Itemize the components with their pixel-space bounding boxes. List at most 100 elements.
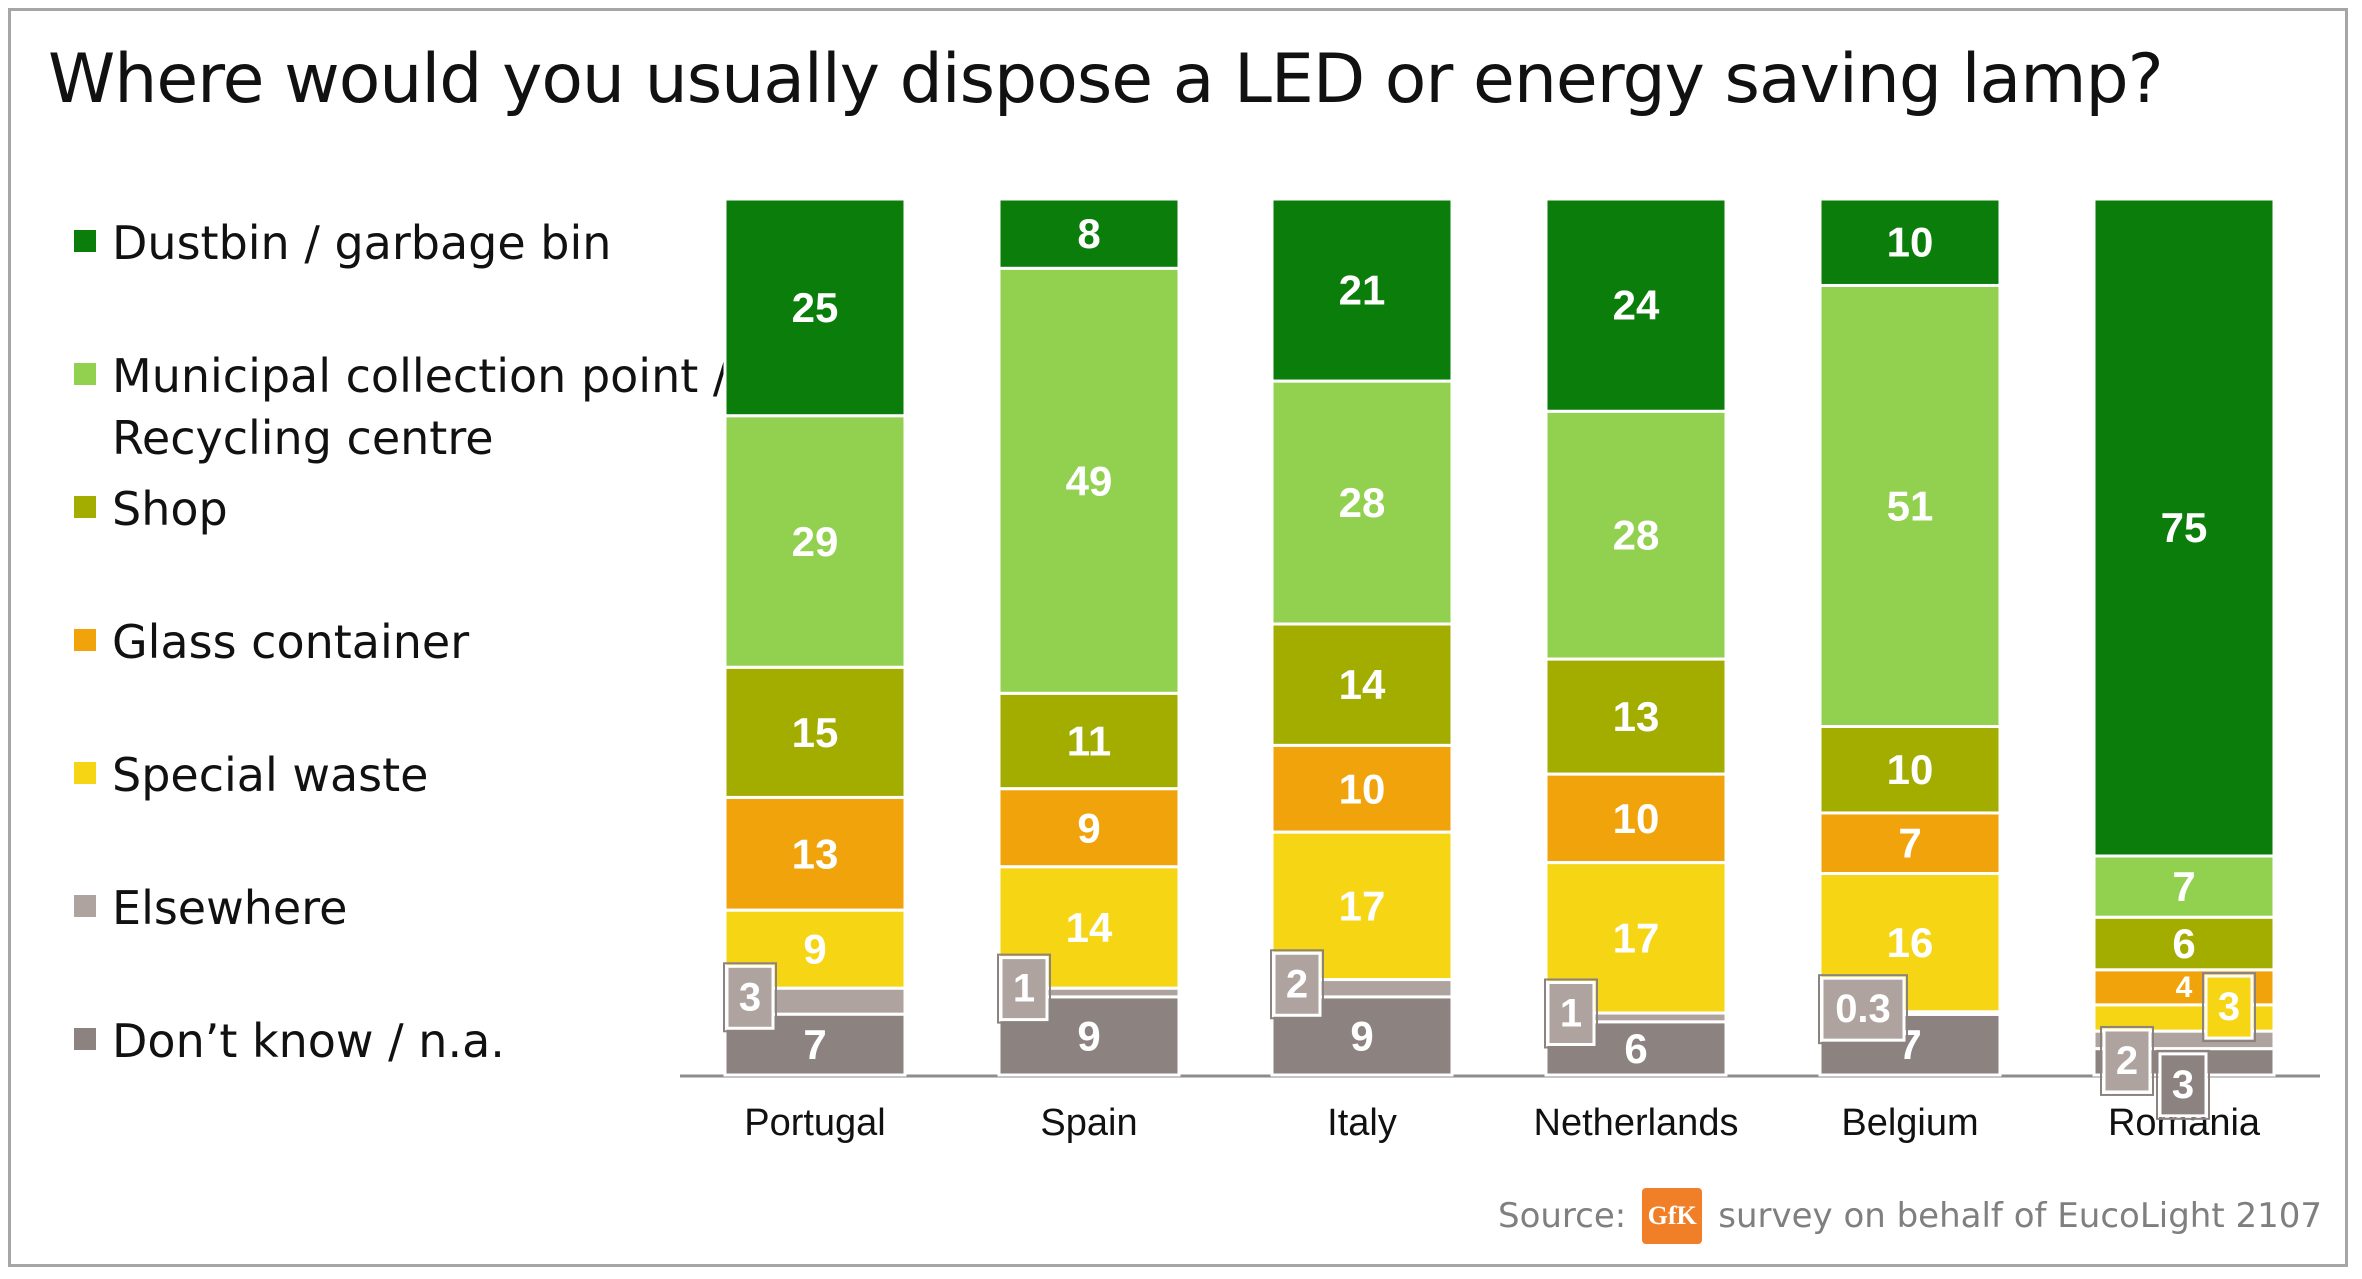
bar-segment-dustbin-netherlands: [1544, 197, 1728, 413]
value-label-glass-spain: 9: [1077, 804, 1100, 851]
legend-swatch-special: [74, 762, 96, 784]
callout-border-elsewhere-romania: [2100, 1025, 2154, 1096]
value-label-dontknow-portugal: 7: [803, 1021, 826, 1068]
value-label-glass-netherlands: 10: [1613, 795, 1660, 842]
value-label-dontknow-spain: 9: [1077, 1012, 1100, 1059]
value-label-municipal-romania: 7: [2172, 863, 2195, 910]
callout-box-elsewhere-spain: [999, 956, 1049, 1022]
legend-label-glass: Glass container: [112, 615, 470, 669]
value-label-dustbin-italy: 21: [1339, 267, 1386, 314]
legend-label-special: Special waste: [112, 748, 429, 802]
bar-segment-municipal-italy: [1270, 379, 1454, 626]
value-label-shop-romania: 6: [2172, 920, 2195, 967]
bar-segment-glass-spain: [997, 787, 1181, 869]
value-label-elsewhere-netherlands: 1: [1560, 991, 1582, 1035]
callout-border-elsewhere-belgium: [1818, 974, 1908, 1045]
callout-border-dontknow-romania: [2156, 1049, 2210, 1120]
value-label-municipal-italy: 28: [1339, 479, 1386, 526]
value-label-dustbin-spain: 8: [1077, 210, 1100, 257]
value-label-special-portugal: 9: [803, 926, 826, 973]
value-label-dustbin-netherlands: 24: [1613, 282, 1660, 329]
value-label-dustbin-romania: 75: [2161, 504, 2208, 551]
value-label-municipal-spain: 49: [1066, 457, 1113, 504]
legend-swatch-dustbin: [74, 230, 96, 252]
bar-segment-shop-romania: [2092, 915, 2276, 972]
value-label-municipal-portugal: 29: [792, 518, 839, 565]
value-label-dustbin-belgium: 10: [1887, 219, 1934, 266]
gfk-logo: GfK: [1642, 1188, 1703, 1244]
legend-swatch-elsewhere: [74, 895, 96, 917]
callout-box-dontknow-romania: [2158, 1052, 2208, 1118]
callout-box-elsewhere-netherlands: [1546, 980, 1596, 1046]
value-label-special-italy: 17: [1339, 882, 1386, 929]
legend-item-elsewhere: Elsewhere: [74, 877, 712, 939]
callout-border-special-romania: [2202, 972, 2256, 1043]
callout-box-elsewhere-belgium: [1820, 976, 1906, 1042]
value-label-glass-portugal: 13: [792, 830, 839, 877]
x-tick-label-italy: Italy: [1327, 1102, 1397, 1144]
callout-border-elsewhere-spain: [997, 953, 1051, 1024]
legend-item-shop: Shop: [74, 478, 712, 540]
value-label-elsewhere-italy: 2: [1286, 962, 1308, 1006]
callout-border-elsewhere-netherlands: [1544, 978, 1598, 1049]
legend-item-dustbin: Dustbin / garbage bin: [74, 212, 712, 274]
value-label-dontknow-italy: 9: [1350, 1012, 1373, 1059]
callout-box-elsewhere-italy: [1272, 951, 1322, 1017]
bar-segment-dustbin-romania: [2092, 197, 2276, 858]
bar-segment-municipal-netherlands: [1544, 409, 1728, 661]
value-label-shop-netherlands: 13: [1613, 693, 1660, 740]
value-label-special-netherlands: 17: [1613, 914, 1660, 961]
bar-segment-dustbin-portugal: [723, 197, 907, 418]
value-label-municipal-netherlands: 28: [1613, 512, 1660, 559]
value-label-special-spain: 14: [1066, 904, 1113, 951]
value-label-elsewhere-portugal: 3: [739, 975, 761, 1019]
source-suffix: survey on behalf of EucoLight 2107: [1718, 1196, 2322, 1236]
x-tick-label-netherlands: Netherlands: [1534, 1102, 1739, 1144]
legend-swatch-glass: [74, 629, 96, 651]
value-label-elsewhere-romania: 2: [2116, 1039, 2138, 1083]
value-label-municipal-belgium: 51: [1887, 482, 1934, 529]
bar-segment-municipal-portugal: [723, 414, 907, 669]
legend-label-dontknow: Don’t know / n.a.: [112, 1014, 505, 1068]
legend-swatch-dontknow: [74, 1028, 96, 1050]
legend-item-municipal: Municipal collection point / Recycling c…: [74, 345, 732, 469]
value-label-elsewhere-belgium: 0.3: [1835, 987, 1891, 1031]
value-label-special-belgium: 16: [1887, 919, 1934, 966]
legend-item-dontknow: Don’t know / n.a.: [74, 1010, 712, 1072]
x-tick-label-belgium: Belgium: [1841, 1102, 1978, 1144]
value-label-shop-spain: 11: [1067, 718, 1111, 765]
value-label-shop-belgium: 10: [1887, 746, 1934, 793]
legend-label-municipal: Municipal collection point / Recycling c…: [112, 349, 729, 465]
slide-frame: [8, 8, 2348, 1267]
legend-item-special: Special waste: [74, 744, 712, 806]
value-label-dontknow-romania: 3: [2172, 1063, 2194, 1107]
legend-swatch-municipal: [74, 363, 96, 385]
bar-segment-municipal-romania: [2092, 854, 2276, 919]
value-label-elsewhere-spain: 1: [1013, 967, 1035, 1011]
legend-label-elsewhere: Elsewhere: [112, 881, 348, 935]
callout-border-elsewhere-portugal: [723, 962, 777, 1033]
bar-segment-dustbin-spain: [997, 197, 1181, 270]
value-label-shop-italy: 14: [1339, 661, 1386, 708]
legend-swatch-shop: [74, 496, 96, 518]
bar-segment-glass-portugal: [723, 795, 907, 912]
legend-item-glass: Glass container: [74, 611, 712, 673]
bar-segment-municipal-spain: [997, 266, 1181, 695]
x-tick-label-spain: Spain: [1040, 1102, 1137, 1144]
bar-segment-glass-italy: [1270, 743, 1454, 834]
bar-segment-shop-portugal: [723, 665, 907, 799]
callout-box-elsewhere-romania: [2102, 1028, 2152, 1094]
chart-title: Where would you usually dispose a LED or…: [48, 40, 2164, 119]
value-label-shop-portugal: 15: [792, 709, 839, 756]
legend-label-shop: Shop: [112, 482, 228, 536]
value-label-glass-italy: 10: [1339, 765, 1386, 812]
source-note: Source: GfK survey on behalf of EucoLigh…: [1498, 1188, 2322, 1244]
callout-box-special-romania: [2204, 974, 2254, 1040]
legend-label-dustbin: Dustbin / garbage bin: [112, 216, 612, 270]
value-label-special-romania: 3: [2218, 985, 2240, 1029]
value-label-glass-romania: 4: [2176, 971, 2193, 1004]
callout-border-elsewhere-italy: [1270, 949, 1324, 1020]
callout-box-elsewhere-portugal: [725, 964, 775, 1030]
x-tick-label-portugal: Portugal: [744, 1102, 886, 1144]
